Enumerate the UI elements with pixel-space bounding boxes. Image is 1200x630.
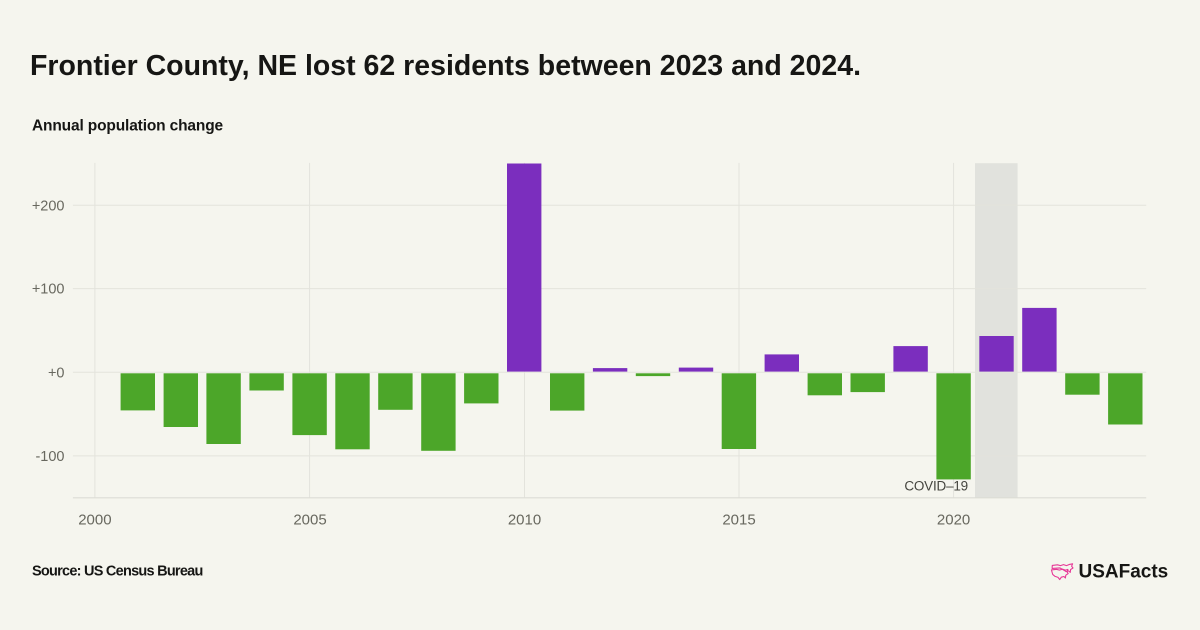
svg-text:2020: 2020	[937, 511, 970, 528]
svg-text:2005: 2005	[293, 511, 326, 528]
svg-text:2015: 2015	[722, 511, 755, 528]
svg-text:USAFacts: USAFacts	[1079, 562, 1169, 583]
svg-text:COVID–19: COVID–19	[904, 479, 968, 494]
svg-text:+0: +0	[48, 365, 65, 381]
svg-text:Frontier County, NE lost 62 re: Frontier County, NE lost 62 residents be…	[30, 50, 861, 82]
svg-text:-100: -100	[35, 449, 64, 465]
svg-text:Annual population change: Annual population change	[32, 118, 224, 135]
svg-text:Source: US Census Bureau: Source: US Census Bureau	[32, 564, 203, 580]
svg-text:2000: 2000	[78, 511, 111, 528]
svg-text:+100: +100	[32, 282, 65, 298]
svg-text:2010: 2010	[508, 511, 541, 528]
svg-text:+200: +200	[32, 198, 65, 214]
